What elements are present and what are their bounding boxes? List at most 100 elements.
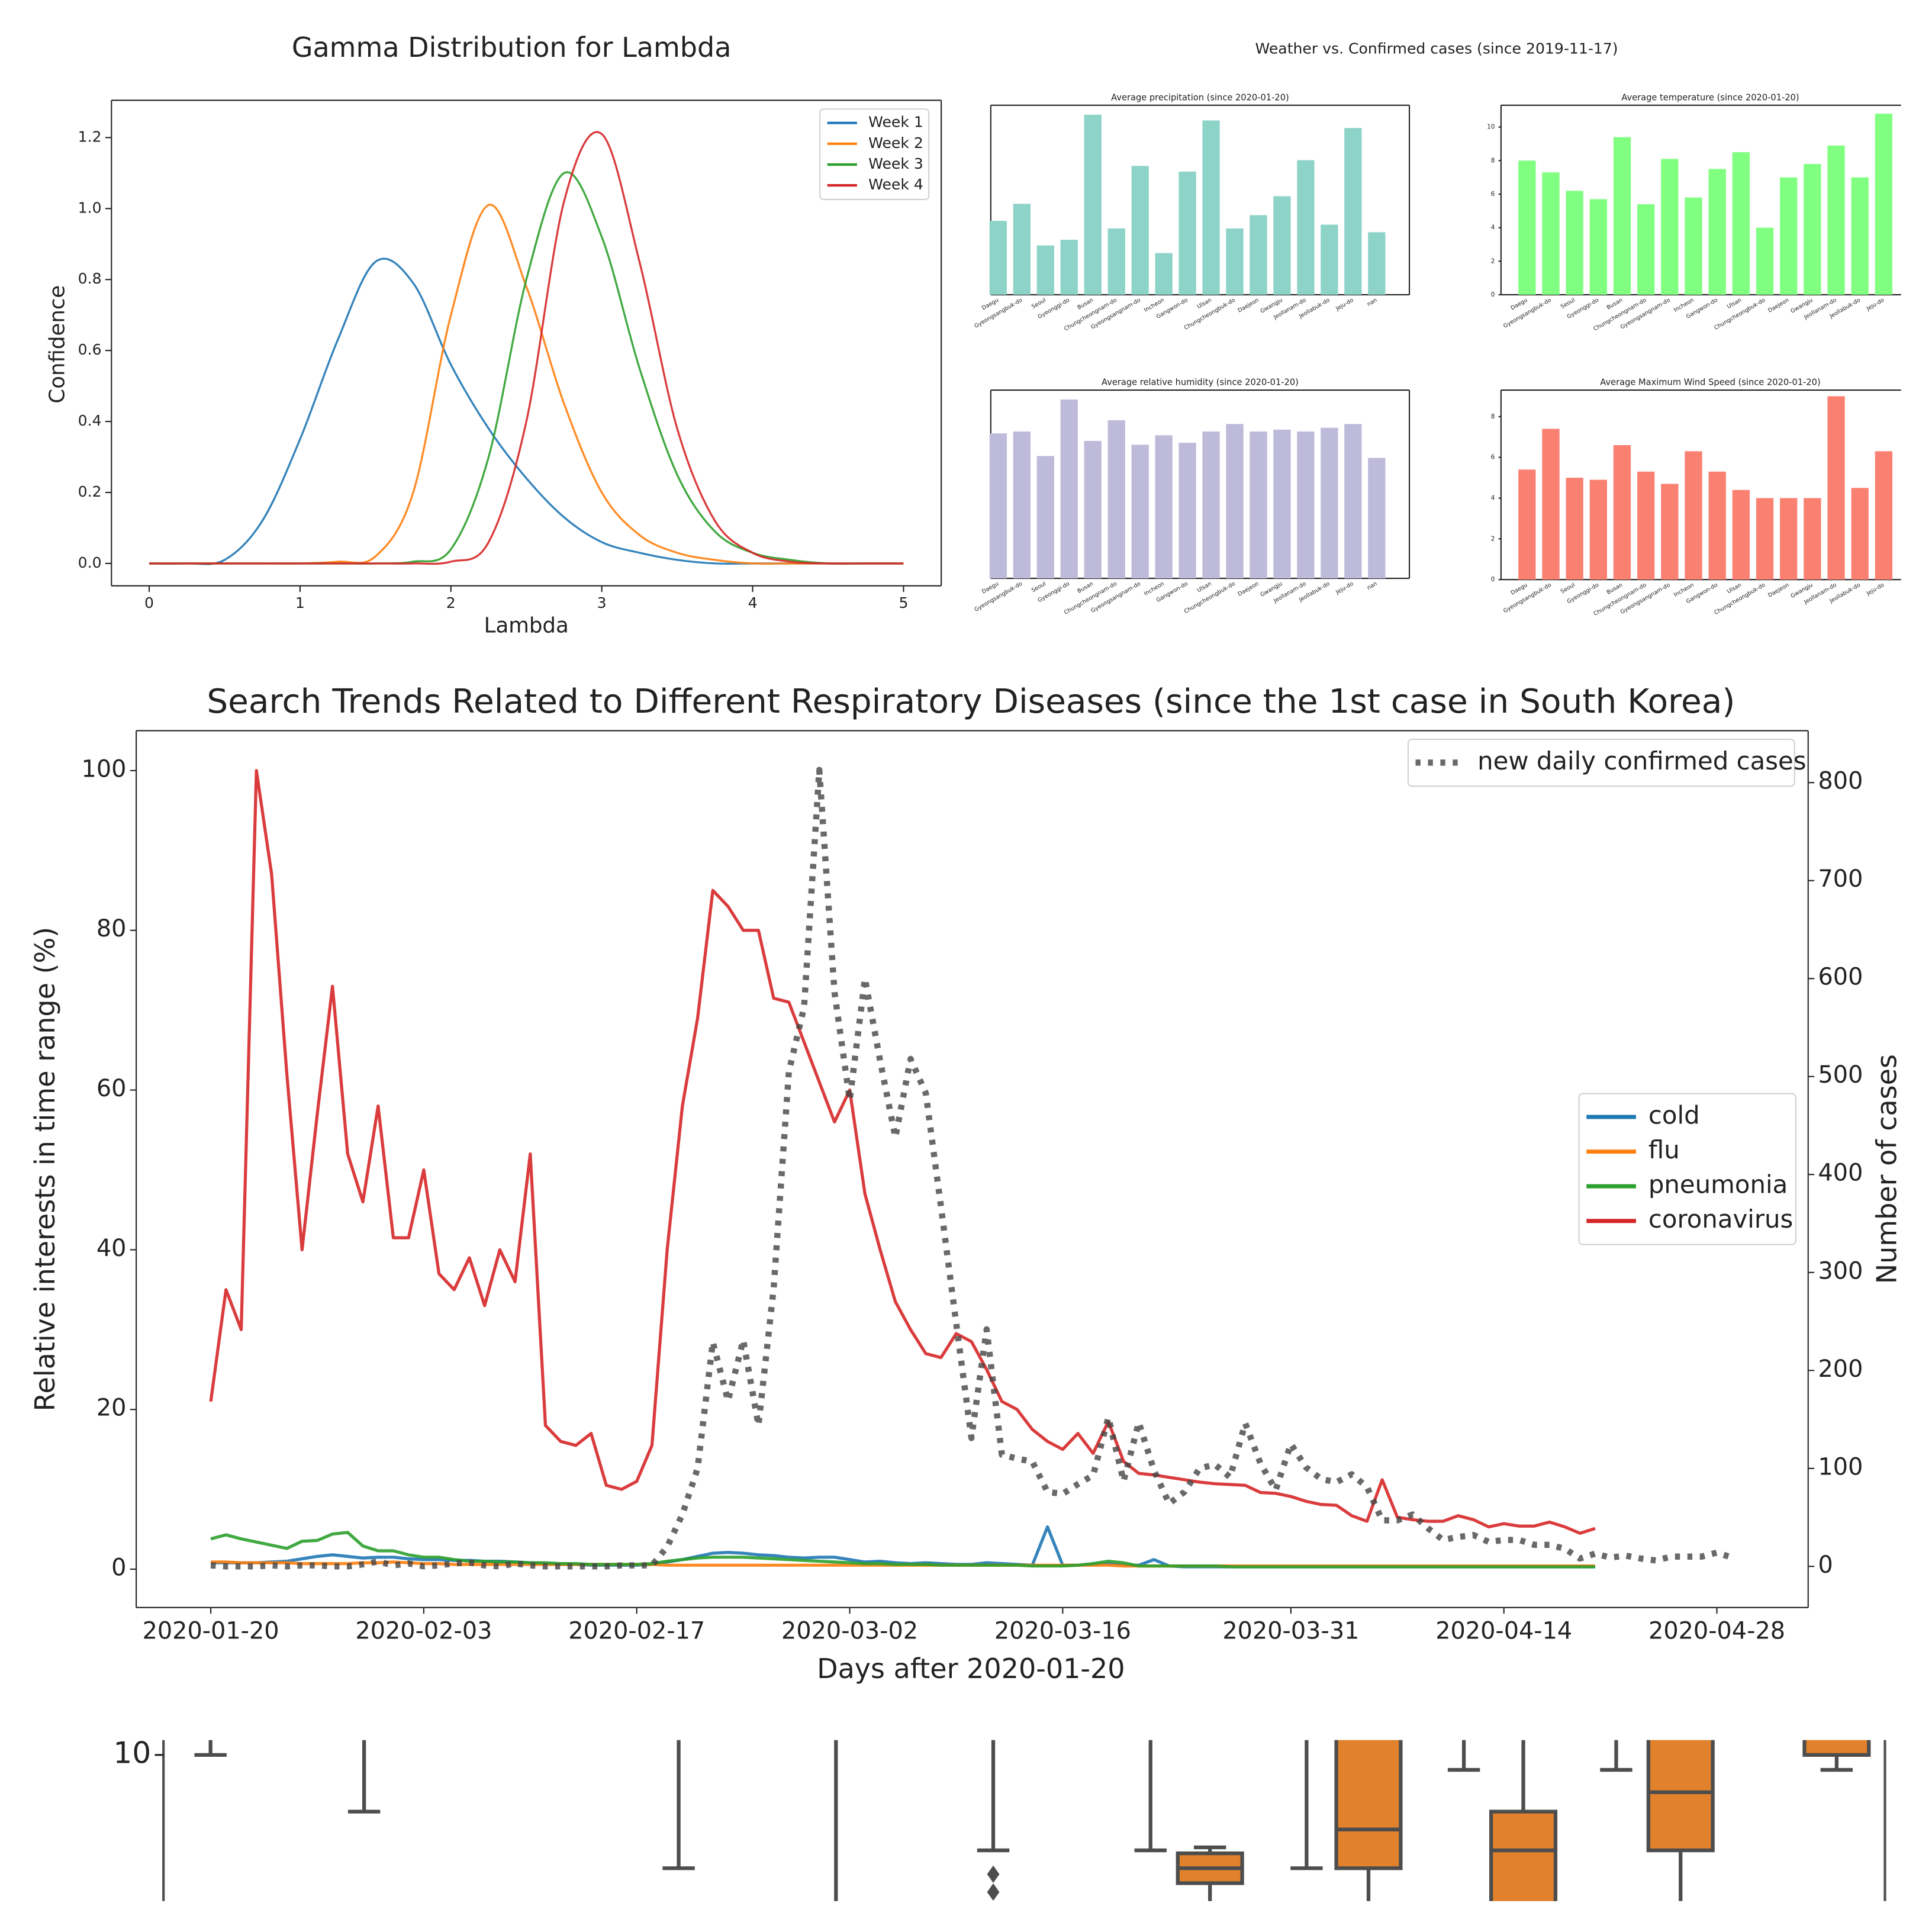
- x-tick-label: 2020-03-16: [994, 1618, 1131, 1645]
- y-tick-label: 500: [1818, 1061, 1863, 1089]
- x-tick-label: 2020-03-02: [781, 1618, 918, 1645]
- box: [1646, 1740, 1715, 1853]
- bar: [1804, 498, 1821, 580]
- bar: [1036, 456, 1054, 579]
- bar: [1542, 429, 1560, 580]
- legend-label: cold: [1648, 1100, 1700, 1129]
- y-tick-label: 6: [1491, 191, 1495, 198]
- x-tick-label: Jeju-do: [1865, 297, 1886, 312]
- bar: [1107, 420, 1125, 579]
- figure-title: Weather vs. Confirmed cases (since 2019-…: [1255, 40, 1618, 57]
- bar: [1542, 172, 1560, 295]
- y-tick-label: 100: [1818, 1453, 1863, 1480]
- bar: [1202, 432, 1220, 579]
- legend-label: Week 2: [868, 134, 923, 152]
- x-tick-label: 4: [748, 594, 758, 611]
- y-tick-label: 800: [1818, 768, 1863, 795]
- bar: [1131, 166, 1149, 295]
- bar: [989, 433, 1007, 579]
- bar: [1732, 152, 1750, 295]
- y-tick-label: 80: [96, 915, 127, 942]
- bar: [1297, 432, 1315, 579]
- subplot-title: Average temperature (since 2020-01-20): [1621, 92, 1799, 102]
- y-tick-label: 2: [1491, 257, 1495, 265]
- x-tick-label: Jeju-do: [1334, 581, 1355, 596]
- legend-label: new daily confirmed cases: [1477, 746, 1806, 775]
- y-tick-label: 60: [96, 1075, 127, 1102]
- x-tick-label: Daejeon: [1767, 582, 1790, 599]
- y-tick-label: 600: [1818, 964, 1863, 991]
- x-tick-label: 1: [295, 594, 305, 611]
- bar: [1613, 445, 1631, 580]
- series-line: [210, 1531, 1595, 1569]
- y-tick-label: 0: [1491, 291, 1495, 298]
- x-tick-label: Daejeon: [1237, 581, 1260, 598]
- bar: [1155, 435, 1173, 579]
- bar: [1273, 196, 1291, 295]
- y-tick-label: 100: [82, 755, 127, 783]
- outlier: [987, 1865, 1000, 1883]
- y-tick-label: 0.4: [78, 412, 102, 429]
- bar: [989, 221, 1007, 295]
- y-tick-label: 20: [96, 1395, 127, 1422]
- bar: [1060, 399, 1078, 579]
- x-tick-label: nan: [1366, 581, 1379, 591]
- x-tick-label: 3: [597, 594, 607, 611]
- bar: [1344, 128, 1362, 295]
- y-tick-label: 1.2: [78, 128, 102, 145]
- bar: [1226, 228, 1244, 295]
- bar: [1178, 443, 1196, 579]
- y-tick-label: 8: [1491, 413, 1495, 420]
- x-tick-label: Jeju-do: [1865, 582, 1886, 597]
- x-tick-label: 2020-04-28: [1648, 1618, 1785, 1645]
- bar: [1875, 451, 1893, 580]
- bar: [1851, 488, 1869, 580]
- y-tick-label: 0.2: [78, 483, 102, 500]
- legend-label: pneumonia: [1648, 1170, 1788, 1199]
- subplot-title: Average Maximum Wind Speed (since 2020-0…: [1600, 378, 1820, 388]
- y-tick-label: 2: [1491, 535, 1495, 542]
- bar: [1131, 445, 1149, 579]
- x-tick-label: nan: [1366, 297, 1379, 308]
- bar: [1827, 145, 1845, 295]
- legend-label: Week 4: [868, 176, 923, 193]
- y-tick-label: 400: [1818, 1160, 1863, 1187]
- series-line: [149, 257, 904, 565]
- legend-box: [1578, 1093, 1796, 1245]
- bar: [1226, 424, 1244, 579]
- bar: [1036, 245, 1054, 295]
- x-tick-label: Daejeon: [1237, 297, 1260, 314]
- series-line: [149, 131, 904, 565]
- y-tick-label: 300: [1818, 1257, 1863, 1284]
- bar: [1107, 228, 1125, 295]
- bar: [1518, 160, 1536, 295]
- x-tick-label: Ulsan: [1196, 297, 1213, 311]
- bar: [1297, 160, 1315, 295]
- x-tick-label: 2020-02-17: [568, 1618, 705, 1645]
- bar: [1756, 498, 1774, 580]
- y-tick-label: 200: [1818, 1355, 1863, 1383]
- y-tick-label: 0.0: [78, 554, 102, 571]
- bar: [1827, 396, 1845, 580]
- bar: [1732, 490, 1750, 580]
- x-tick-label: Ulsan: [1196, 581, 1213, 594]
- x-tick-label: Daejeon: [1767, 297, 1790, 314]
- y-tick-label: 700: [1818, 865, 1863, 893]
- box-group: [194, 1740, 1871, 1901]
- legend-label: flu: [1648, 1135, 1680, 1164]
- bar: [1368, 458, 1386, 579]
- subplot-title: Average relative humidity (since 2020-01…: [1102, 378, 1299, 388]
- bar: [1084, 440, 1102, 579]
- chart-title: Gamma Distribution for Lambda: [292, 31, 732, 63]
- bar: [1685, 197, 1702, 295]
- y-axis-label: Confidence: [45, 285, 69, 404]
- bar: [1202, 120, 1220, 295]
- y-tick-label: 4: [1491, 224, 1495, 231]
- y-tick-label: 1.0: [78, 199, 102, 216]
- x-tick-label: Busan: [1076, 581, 1094, 595]
- x-tick-label: Ulsan: [1726, 582, 1743, 595]
- bar: [1875, 114, 1893, 295]
- bar: [1566, 191, 1583, 295]
- bar: [1273, 429, 1291, 579]
